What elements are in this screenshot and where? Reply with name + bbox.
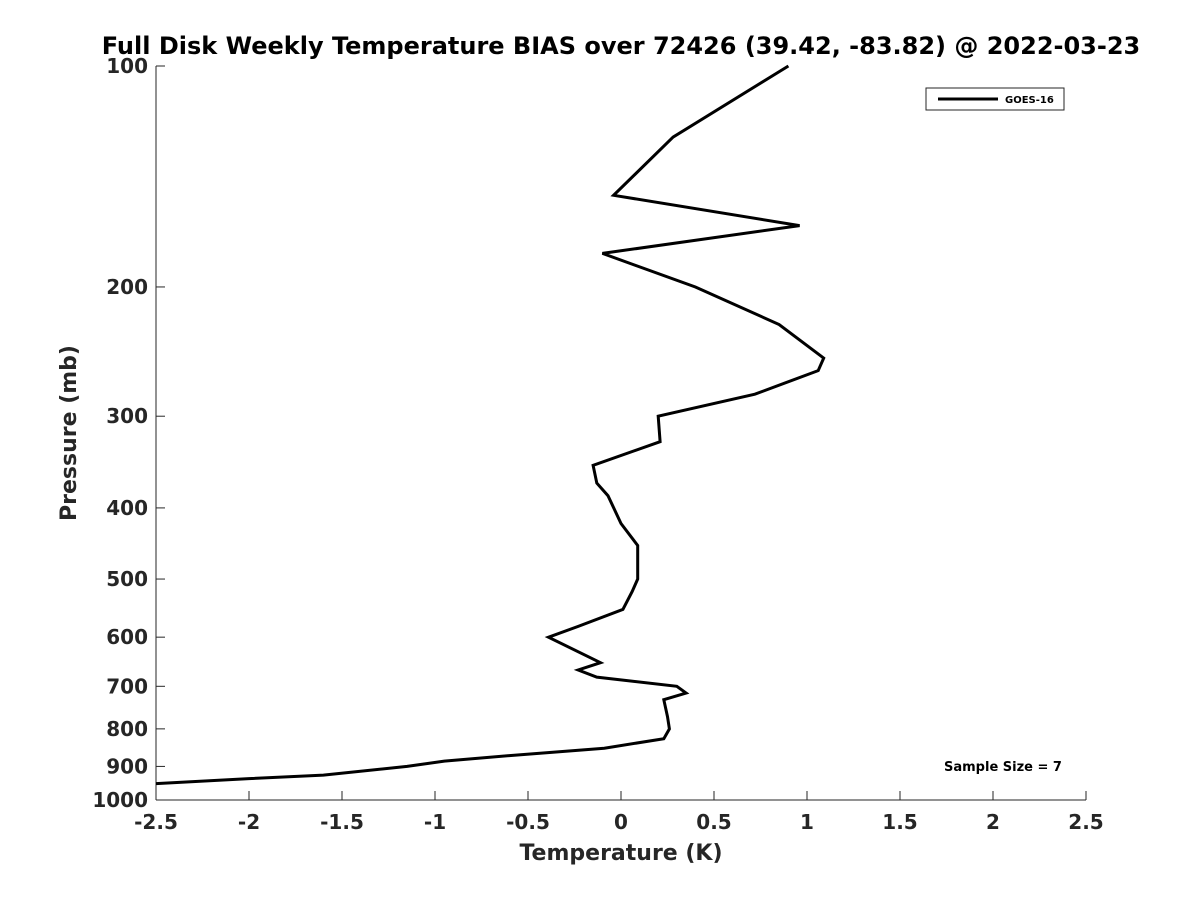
sample-size-annotation: Sample Size = 7	[944, 760, 1062, 775]
y-ticks: 100 200 300 400 500 600 700 800 900 1000	[92, 54, 165, 812]
chart-title: Full Disk Weekly Temperature BIAS over 7…	[102, 32, 1141, 60]
y-tick-label: 900	[106, 754, 148, 778]
x-tick-label: 2.5	[1068, 810, 1103, 834]
series-lines	[155, 64, 826, 786]
y-tick-label: 400	[106, 496, 148, 520]
x-tick-label: 0	[614, 810, 628, 834]
y-tick-label: 1000	[92, 788, 148, 812]
y-tick-label: 300	[106, 404, 148, 428]
x-tick-label: -2	[238, 810, 260, 834]
y-tick-label: 500	[106, 567, 148, 591]
x-axis-title: Temperature (K)	[519, 841, 722, 866]
legend: GOES-16	[925, 87, 1065, 111]
x-tick-label: 2	[986, 810, 1000, 834]
x-ticks: -2.5 -2 -1.5 -1 -0.5 0 0.5 1 1.5 2 2.5	[134, 791, 1104, 834]
y-tick-label: 800	[106, 717, 148, 741]
x-tick-label: 1	[800, 810, 814, 834]
series-line-goes-16	[155, 64, 826, 786]
x-tick-label: -1.5	[320, 810, 364, 834]
y-tick-label: 700	[106, 674, 148, 698]
legend-label-goes-16: GOES-16	[1005, 95, 1054, 106]
y-tick-label: 200	[106, 275, 148, 299]
y-tick-label: 600	[106, 625, 148, 649]
x-tick-label: -1	[424, 810, 446, 834]
x-tick-label: 1.5	[882, 810, 917, 834]
x-tick-label: -2.5	[134, 810, 178, 834]
x-tick-label: -0.5	[506, 810, 550, 834]
x-tick-label: 0.5	[696, 810, 731, 834]
y-tick-label: 100	[106, 54, 148, 78]
y-axis-title: Pressure (mb)	[57, 345, 82, 521]
